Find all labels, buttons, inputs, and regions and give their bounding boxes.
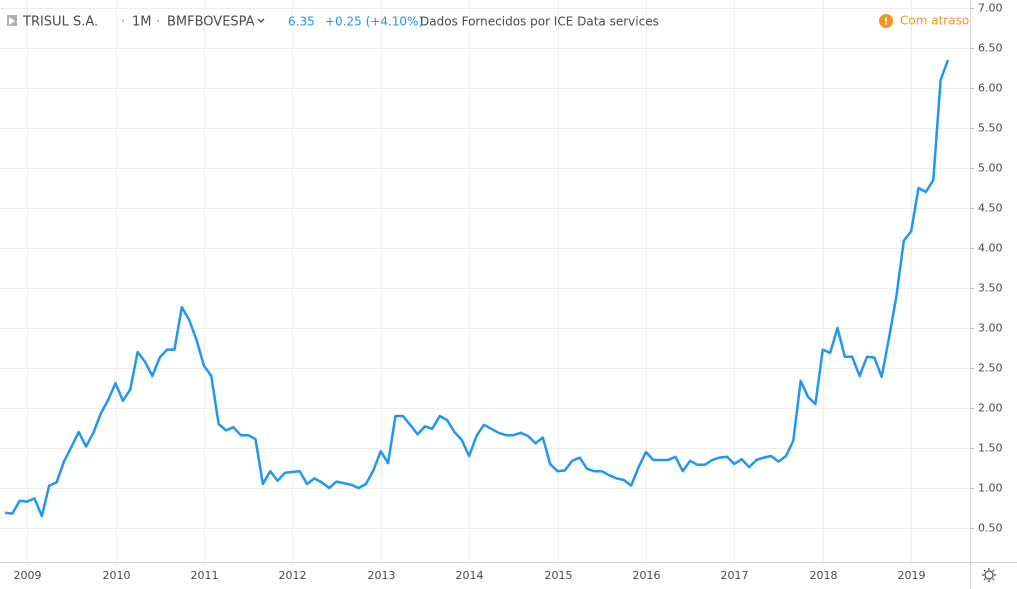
y-tick-label: 3.50: [978, 282, 1003, 295]
symbol-icon-inner: [9, 17, 15, 25]
settings-gear-teeth: [982, 568, 996, 582]
settings-button[interactable]: [982, 568, 996, 582]
grid: [0, 0, 970, 562]
last-price: 6.35: [288, 15, 315, 29]
price-line: [4, 59, 950, 518]
delay-icon-mark: !: [884, 17, 889, 28]
y-tick-label: 2.50: [978, 362, 1003, 375]
y-tick-label: 3.00: [978, 322, 1003, 335]
separator: ·: [121, 15, 125, 30]
symbol-name[interactable]: TRISUL S.A.: [22, 15, 98, 30]
y-tick-label: 6.50: [978, 42, 1003, 55]
delay-status[interactable]: Com atraso: [900, 14, 969, 28]
y-tick-label: 4.50: [978, 202, 1003, 215]
y-tick-label: 6.00: [978, 82, 1003, 95]
x-tick-label: 2014: [456, 569, 484, 582]
settings-gear: [984, 570, 994, 580]
y-tick-label: 2.00: [978, 402, 1003, 415]
delay-icon[interactable]: [879, 14, 893, 28]
price-change: +0.25 (+4.10%): [325, 15, 423, 29]
y-tick-label: 5.00: [978, 162, 1003, 175]
x-tick-label: 2010: [103, 569, 131, 582]
y-tick-label: 7.00: [978, 2, 1003, 15]
x-tick-label: 2013: [368, 569, 396, 582]
y-tick-label: 0.50: [978, 522, 1003, 535]
x-tick-label: 2015: [545, 569, 573, 582]
separator: ·: [156, 15, 160, 30]
interval[interactable]: 1M: [132, 15, 152, 30]
header: TRISUL S.A. · 1M · BMFBOVESPA 6.35 +0.25…: [7, 14, 969, 30]
x-tick-label: 2017: [721, 569, 749, 582]
dropdown-caret[interactable]: [257, 18, 265, 23]
x-tick-label: 2018: [810, 569, 838, 582]
x-tick-label: 2016: [633, 569, 661, 582]
data-source: Dados Fornecidos por ICE Data services: [420, 15, 659, 29]
y-tick-label: 1.50: [978, 442, 1003, 455]
x-tick-label: 2009: [14, 569, 42, 582]
x-tick-label: 2019: [898, 569, 926, 582]
y-tick-label: 5.50: [978, 122, 1003, 135]
y-tick-label: 1.00: [978, 482, 1003, 495]
x-tick-label: 2012: [279, 569, 307, 582]
exchange[interactable]: BMFBOVESPA: [167, 15, 255, 30]
x-tick-label: 2011: [191, 569, 219, 582]
y-tick-label: 4.00: [978, 242, 1003, 255]
